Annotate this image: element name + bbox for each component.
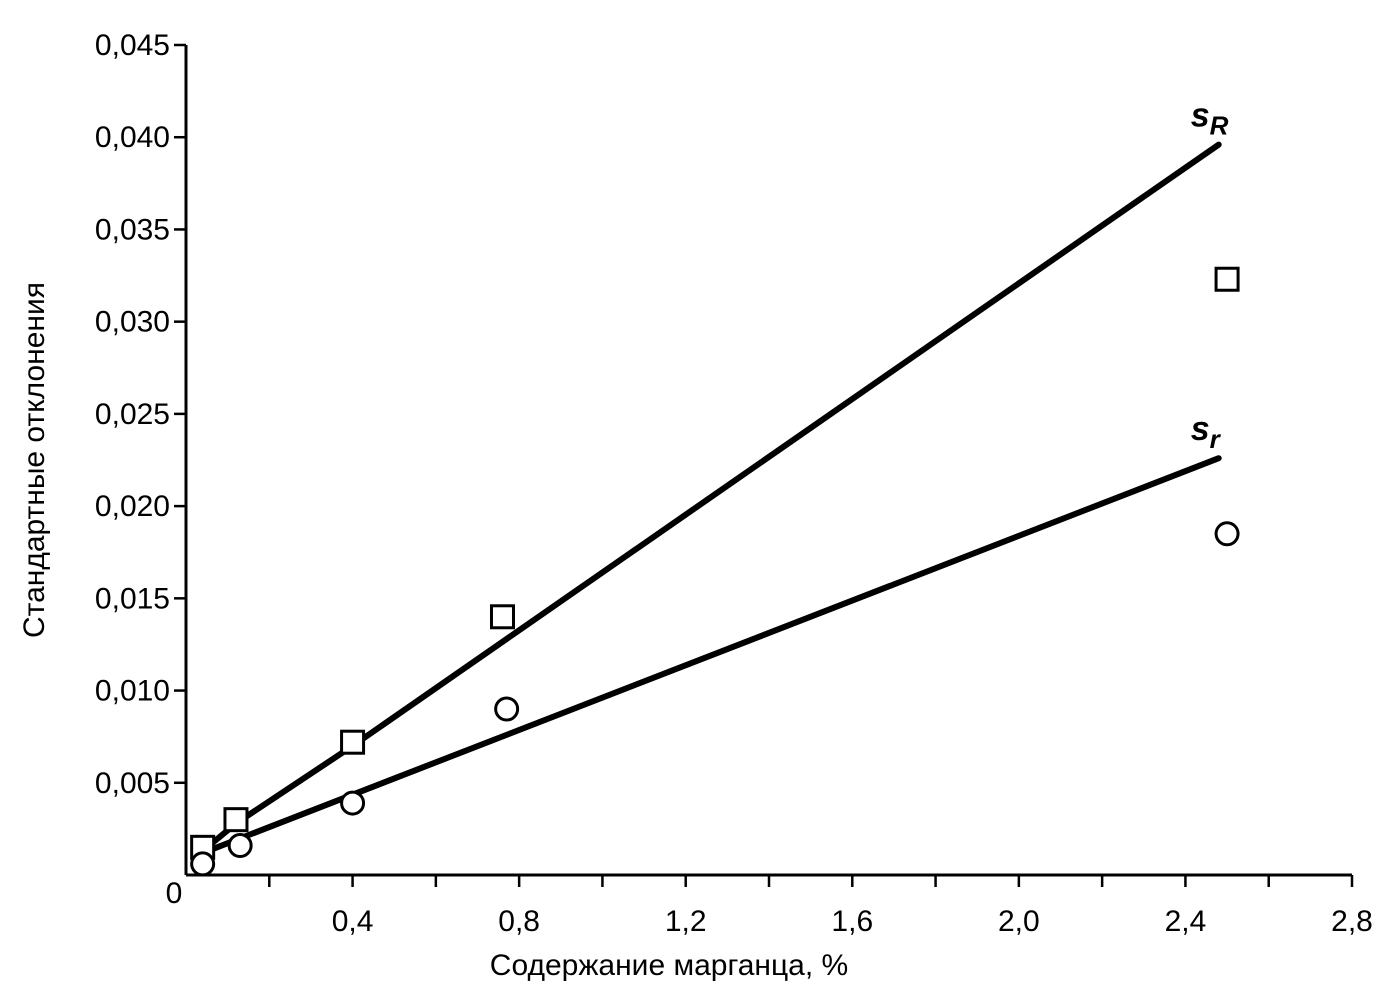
series-label-main-sr: s (1191, 410, 1210, 448)
x-tick-label-3: 1,2 (665, 905, 707, 938)
y-tick-label-5: 0,030 (95, 306, 170, 339)
y-tick-label-7: 0,040 (95, 121, 170, 154)
markers (190, 266, 1240, 877)
series-label-sub-sR: R (1210, 111, 1229, 141)
y-tick-label-6: 0,035 (95, 213, 170, 246)
square-marker-sR-4 (1214, 266, 1240, 292)
circle-marker-sr-4 (1214, 521, 1240, 547)
tick-labels: 0 0,4 0,8 1,2 1,6 2,0 2,4 2,8 0,005 0,010 0,015 0,0… (95, 29, 1373, 938)
fit-lines (199, 141, 1222, 856)
x-tick-label-7: 2,8 (1331, 905, 1373, 938)
series-label-sR: sR (1191, 97, 1229, 141)
y-tick-label-3: 0,020 (95, 490, 170, 523)
x-tick-label-0: 0 (166, 877, 183, 910)
y-tick-label-2: 0,015 (95, 582, 170, 615)
circle-marker-sr-1 (227, 832, 253, 858)
y-tick-label-1: 0,010 (95, 675, 170, 708)
series-label-main-sR: s (1191, 97, 1210, 135)
x-tick-label-1: 0,4 (332, 905, 374, 938)
y-axis-title: Стандартные отклонения (18, 282, 51, 638)
ticks (174, 43, 1354, 887)
x-axis-title: Содержание марганца, % (490, 949, 848, 982)
square-marker-sR-1 (223, 807, 249, 833)
y-tick-label-4: 0,025 (95, 398, 170, 431)
x-tick-label-4: 1,6 (831, 905, 873, 938)
square-marker-sR-2 (340, 729, 366, 755)
y-tick-label-0: 0,005 (95, 767, 170, 800)
circle-marker-sr-2 (340, 790, 366, 816)
square-marker-sR-3 (489, 604, 515, 630)
fit-line-sR (199, 141, 1222, 854)
fit-line-sr (199, 455, 1222, 856)
series-label-sr: sr (1191, 410, 1222, 454)
x-tick-label-6: 2,4 (1165, 905, 1207, 938)
x-tick-label-5: 2,0 (998, 905, 1040, 938)
circle-marker-sr-3 (494, 696, 520, 722)
series-label-sub-sr: r (1210, 424, 1222, 454)
x-tick-label-2: 0,8 (498, 905, 540, 938)
circle-marker-sr-0 (190, 851, 216, 877)
y-tick-label-8: 0,045 (95, 29, 170, 62)
